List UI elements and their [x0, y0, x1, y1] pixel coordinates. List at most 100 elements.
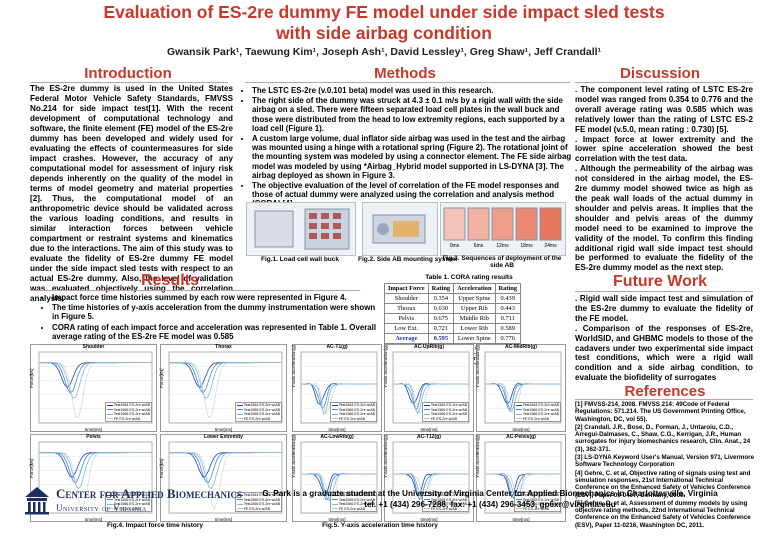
legend-entry: Test1564 ES-2re w/AB [106, 493, 150, 498]
fig4-caption: Fig.4. Impact force time history [106, 522, 204, 529]
legend-label: Test1564 ES-2re w/AB [113, 403, 150, 408]
frame-time: 12ms [496, 243, 509, 249]
x-axis-label: time[ms] [420, 517, 438, 522]
legend-label: Test1565 ES-2re w/AB [243, 407, 280, 412]
x-axis-label: time[ms] [214, 427, 232, 432]
plot-frame [392, 351, 470, 424]
fig2-caption: Fig.2. Side AB mounting system [358, 256, 458, 263]
legend-label: Test1564 ES-2re w/AB [243, 493, 280, 498]
legend-swatch [423, 404, 430, 406]
discussion-item: . Although the permeability of the airba… [575, 164, 753, 273]
legend-entry: Test1564 ES-2re w/AB [515, 403, 559, 407]
frame-time: 24ms [544, 243, 557, 249]
divider [30, 290, 360, 291]
legend-entry: Test1564 ES-2re w/AB [331, 493, 375, 497]
series-line [169, 362, 282, 419]
legend-swatch [515, 499, 522, 501]
series-line [39, 362, 152, 394]
legend-label: Test1565 ES-2re w/AB [338, 407, 375, 412]
legend-swatch [515, 494, 522, 496]
introduction-heading: Introduction [84, 65, 172, 82]
legend-entry: Test1565 ES-2re w/AB [423, 498, 467, 502]
deployment-frames [443, 207, 562, 241]
legend-label: Test1566 ES-2re w/AB [113, 412, 150, 417]
legend-label: FE ES-2re w/AB [522, 506, 550, 511]
legend-label: Test1564 ES-2re w/AB [113, 493, 150, 498]
legend-swatch [515, 418, 522, 420]
legend-swatch [423, 503, 430, 505]
x-axis-label: time[ms] [328, 517, 346, 522]
legend-swatch [331, 413, 338, 415]
legend-entry: Test1565 ES-2re w/AB [423, 408, 467, 412]
table-cell: 0.354 [427, 293, 455, 304]
fig5-caption: Fig.5. Y-axis acceleration time history [322, 522, 438, 529]
legend-label: FE ES-2re w/AB [113, 416, 141, 421]
plot-frame [168, 441, 283, 514]
legend-swatch [515, 404, 522, 406]
table-header-cell: Acceleration [453, 283, 496, 294]
chart-legend: Test1564 ES-2re w/AB Test1565 ES-2re w/AB… [234, 402, 282, 422]
legend-swatch [106, 494, 113, 496]
series-line [300, 383, 377, 405]
legend-swatch [236, 508, 243, 510]
legend-label: FE ES-2re w/AB [522, 416, 550, 421]
series-line [300, 473, 377, 508]
legend-swatch [236, 418, 243, 420]
legend-entry: FE ES-2re w/AB [331, 417, 375, 421]
series-line [39, 362, 152, 419]
x-axis-label: time[ms] [420, 427, 438, 432]
table-row: Low Ext. 0.721 Lower Rib 0.589 [384, 323, 521, 334]
legend-label: FE ES-2re w/AB [243, 416, 271, 421]
future-work-heading: Future Work [613, 273, 707, 290]
chart-plot [392, 441, 470, 514]
table-cell: Lower Rib [453, 323, 496, 334]
authors: Gwansik Park¹, Taewung Kim¹, Joseph Ash¹… [166, 46, 602, 58]
discussion-item: . Impact force at lower extremity and th… [575, 134, 753, 164]
legend-label: Test1564 ES-2re w/AB [338, 403, 375, 408]
table-header-cell: Impact Force [384, 283, 429, 294]
series-line [484, 382, 561, 415]
legend-entry: Test1565 ES-2re w/AB [515, 408, 559, 412]
legend-entry: Test1564 ES-2re w/AB [236, 493, 280, 498]
series-line [169, 452, 282, 484]
plot-frame [38, 351, 153, 424]
discussion-heading: Discussion [619, 65, 701, 82]
references-list: [1] FMVSS-214, 2008. FMVSS 214: 49Code o… [575, 401, 755, 530]
legend-swatch [236, 499, 243, 501]
legend-entry: FE ES-2re w/AB [331, 507, 375, 511]
title-line-2: with side airbag condition [276, 23, 492, 43]
chart-plot [168, 441, 283, 514]
legend-swatch [331, 499, 338, 501]
chart-title: AC-UpRib(g) [414, 344, 444, 350]
legend-swatch [106, 418, 113, 420]
fig1-caption: Fig.1. Load cell wall buck [260, 256, 340, 263]
reference-item: [2] Crandall, J.R., Bose, D., Forman, J.… [575, 423, 751, 453]
divider [575, 399, 753, 400]
cab-logo: Center for Applied Biomechanics Universi… [22, 483, 242, 520]
legend-swatch [515, 503, 522, 505]
legend-entry: FE ES-2re w/AB [515, 416, 559, 421]
future-work-text: . Rigid wall side impact test and simula… [575, 294, 753, 383]
accel-chart: AC-T12(g) Y-axis acceleration(g) time[ms] T… [383, 434, 474, 522]
poster-title: Evaluation of ES-2re dummy FE model unde… [0, 2, 768, 44]
plot-frame [38, 441, 153, 514]
legend-label: Test1566 ES-2re w/AB [243, 502, 280, 507]
legend-label: Test1565 ES-2re w/AB [113, 407, 150, 412]
reference-item: [3] LS-DYNA Keyword User's Manual, Versi… [575, 454, 755, 469]
series-line [484, 473, 561, 508]
table-cell: 0.595 [427, 333, 455, 344]
legend-entry: Test1566 ES-2re w/AB [106, 502, 150, 506]
legend-label: FE ES-2re w/AB [113, 506, 141, 511]
legend-label: Test1566 ES-2re w/AB [243, 412, 280, 417]
frame-time: 18ms [520, 243, 533, 249]
results-bullet: CORA rating of each impact force and acc… [52, 323, 377, 341]
divider [245, 82, 570, 83]
future-item: . Rigid wall side impact test and simula… [575, 294, 753, 323]
methods-heading: Methods [374, 65, 436, 82]
legend-label: Test1566 ES-2re w/AB [430, 412, 467, 417]
legend-entry: Test1566 ES-2re w/AB [236, 502, 280, 507]
table-header-cell: Rating [494, 283, 521, 294]
plot-frame [484, 351, 562, 424]
table-cell: 0.439 [494, 293, 521, 304]
legend-swatch [236, 409, 243, 411]
